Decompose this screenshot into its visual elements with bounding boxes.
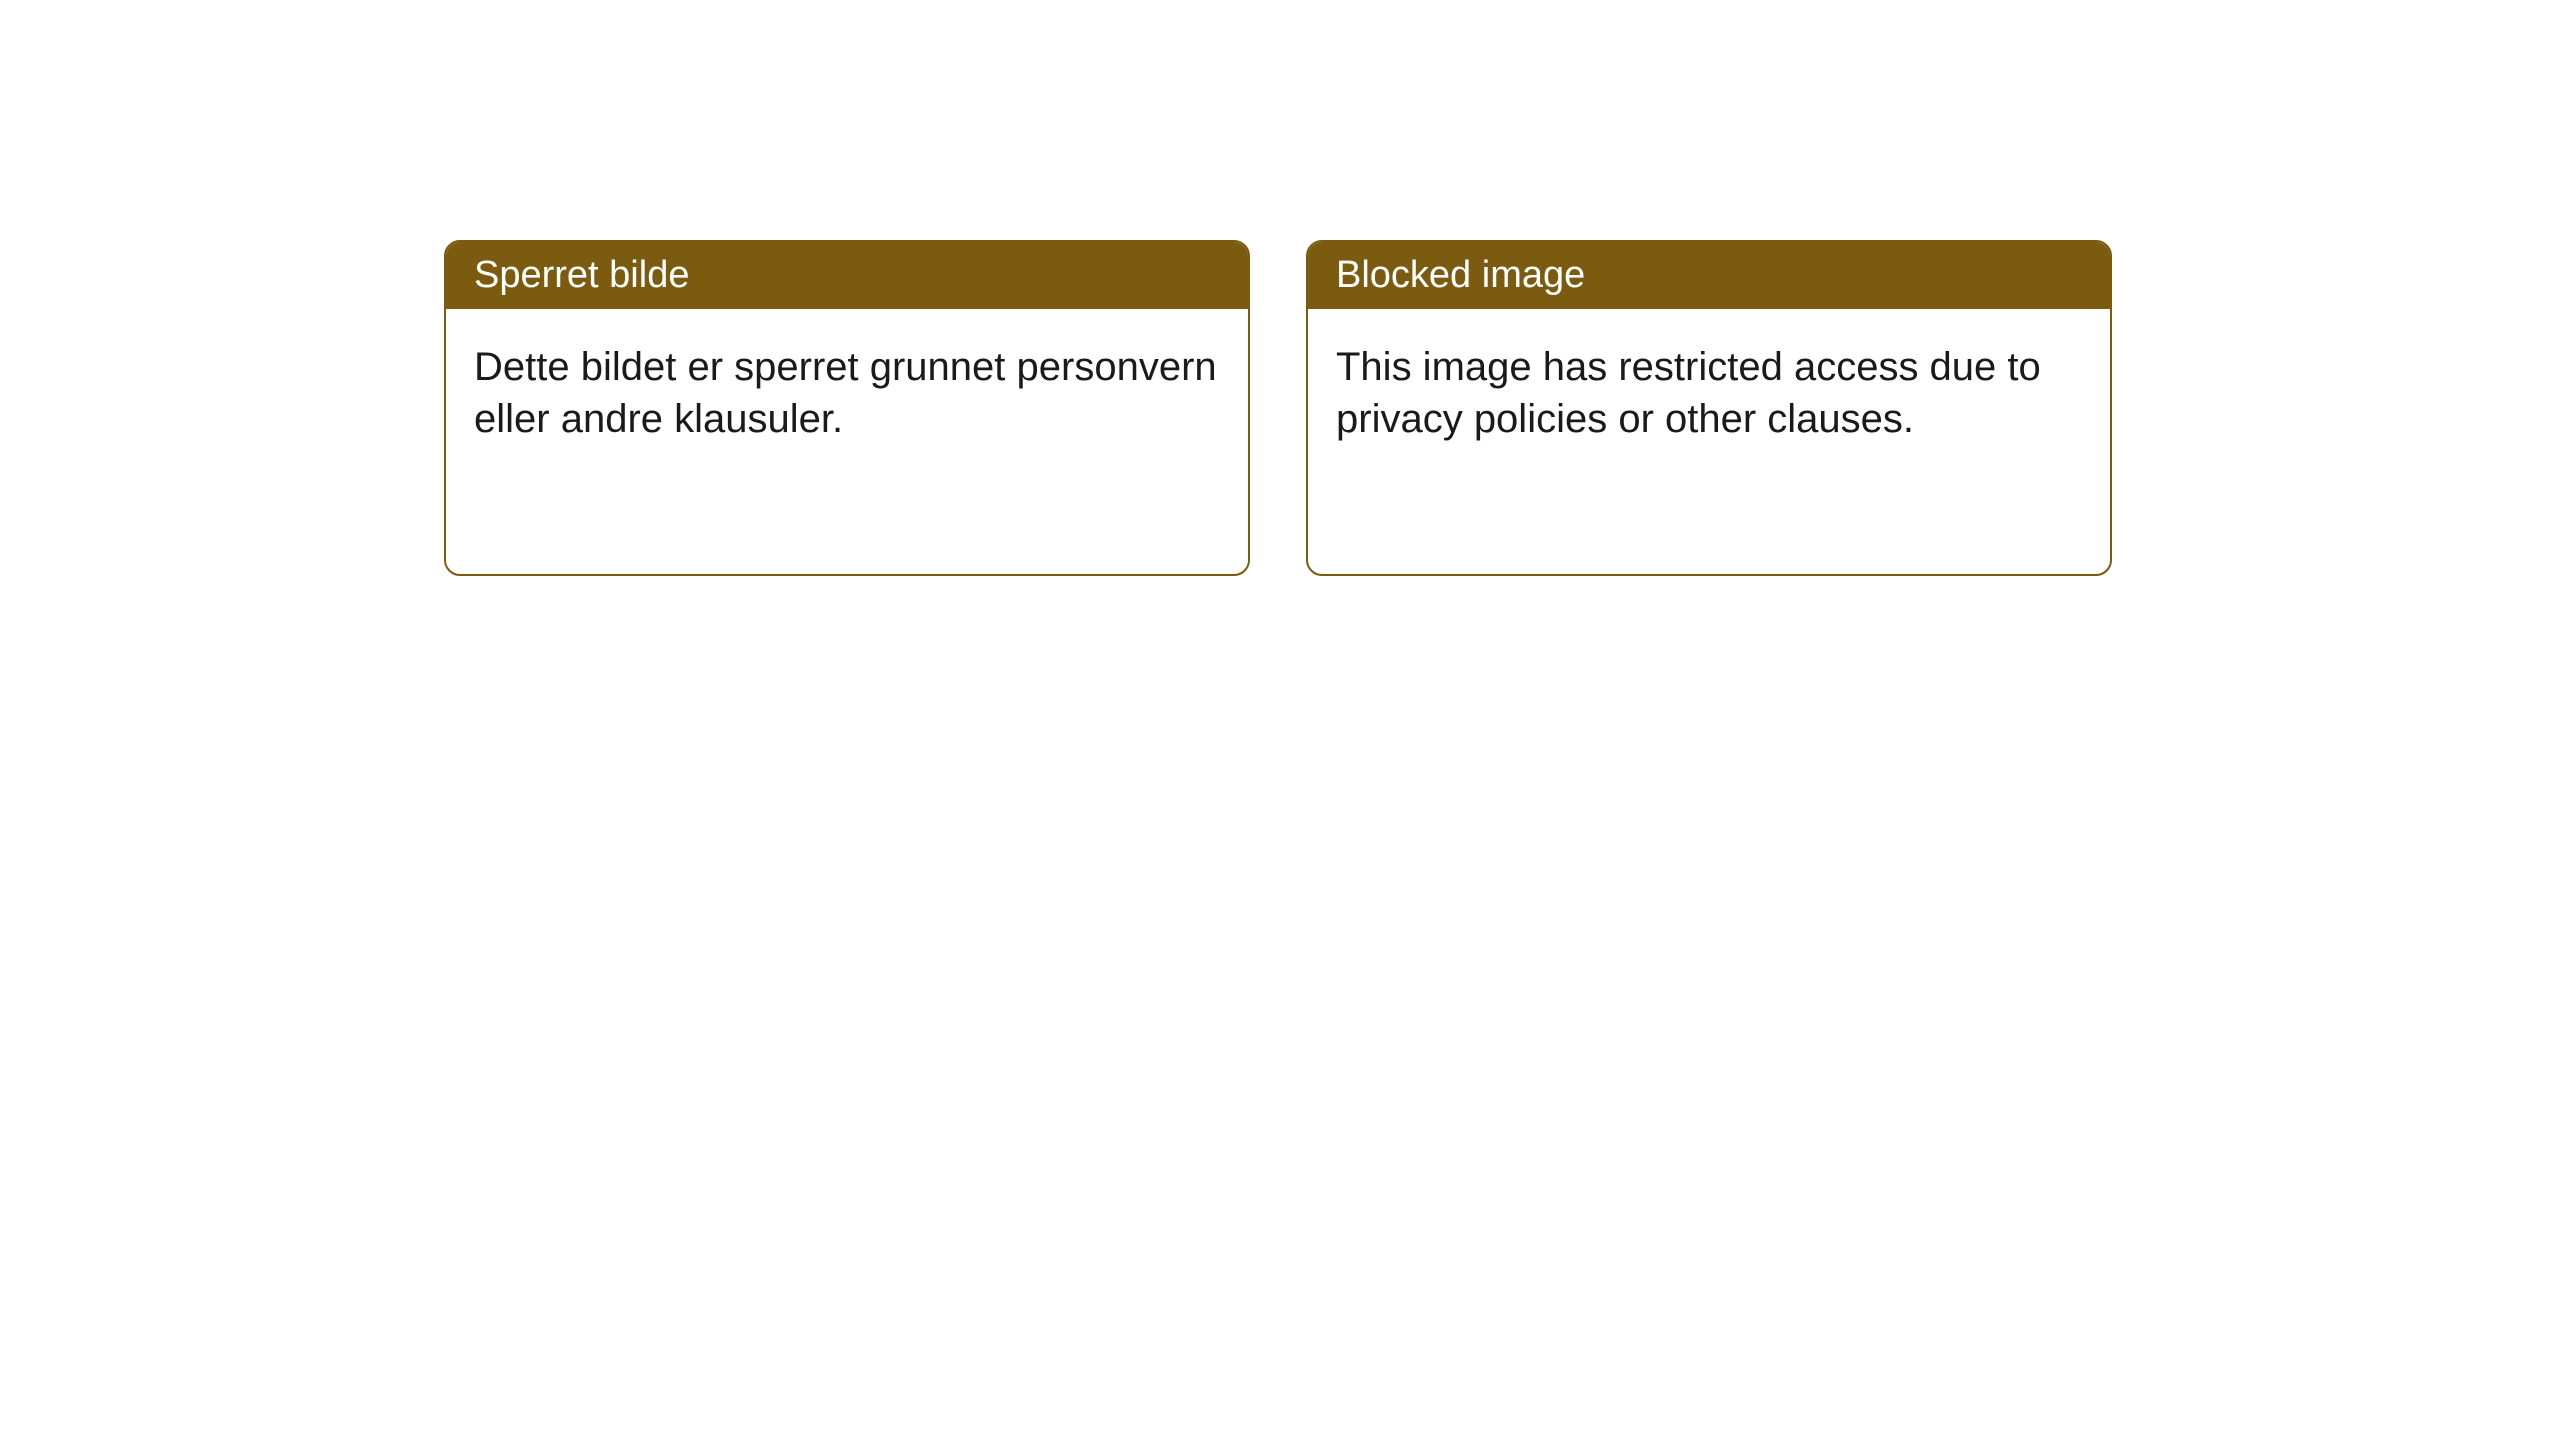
notice-text-english: This image has restricted access due to … xyxy=(1336,345,2041,441)
notice-header-norwegian: Sperret bilde xyxy=(446,242,1248,309)
notice-title-norwegian: Sperret bilde xyxy=(474,254,689,296)
notice-text-norwegian: Dette bildet er sperret grunnet personve… xyxy=(474,345,1217,441)
notice-header-english: Blocked image xyxy=(1308,242,2110,309)
notice-card-english: Blocked image This image has restricted … xyxy=(1306,240,2112,576)
notice-container: Sperret bilde Dette bildet er sperret gr… xyxy=(444,240,2112,576)
notice-title-english: Blocked image xyxy=(1336,254,1585,296)
notice-card-norwegian: Sperret bilde Dette bildet er sperret gr… xyxy=(444,240,1250,576)
notice-body-english: This image has restricted access due to … xyxy=(1308,309,2110,477)
notice-body-norwegian: Dette bildet er sperret grunnet personve… xyxy=(446,309,1248,477)
